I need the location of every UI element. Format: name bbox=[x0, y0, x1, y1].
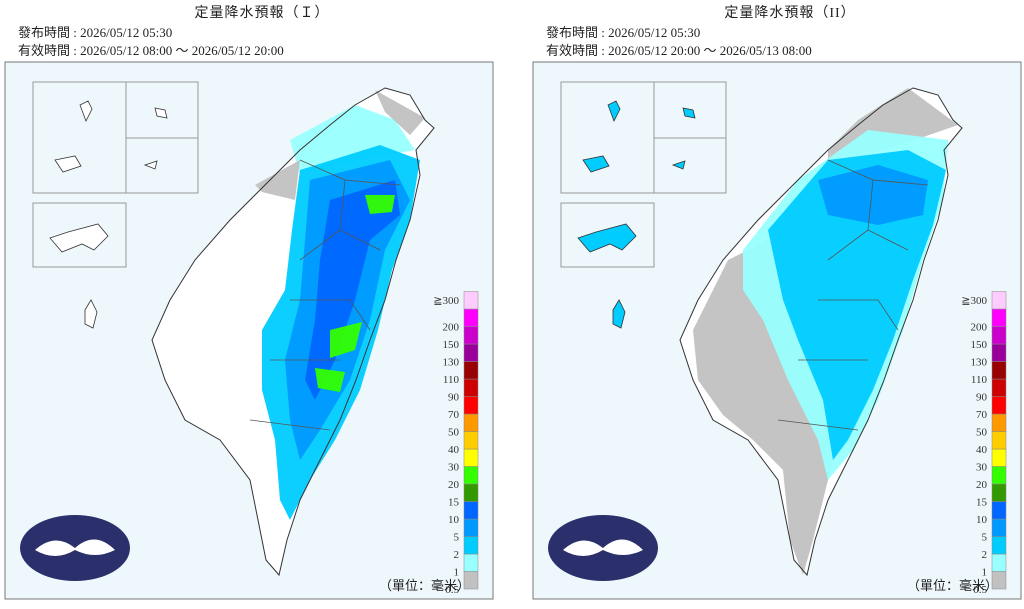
legend-label: 5 bbox=[454, 532, 460, 544]
outlying-islands bbox=[577, 100, 696, 329]
panel-title: 定量降水預報（Ｉ） bbox=[195, 5, 330, 21]
issue-time: 發布時間 : 2026/05/12 05:30 bbox=[546, 25, 700, 40]
legend-label: 10 bbox=[976, 514, 988, 526]
legend-label: 1 bbox=[454, 567, 460, 579]
logo-cloud bbox=[563, 539, 643, 556]
legend-swatch bbox=[991, 378, 1007, 397]
legend-swatch bbox=[463, 361, 479, 380]
outlying-islands bbox=[49, 100, 168, 329]
legend-swatch bbox=[991, 431, 1007, 450]
inset-dividers bbox=[653, 82, 726, 193]
legend-label: 200 bbox=[443, 322, 460, 334]
legend-swatch bbox=[991, 343, 1007, 362]
legend-label: 20 bbox=[976, 479, 988, 491]
rain-area bbox=[768, 150, 946, 460]
legend-label: 5 bbox=[982, 532, 988, 544]
rain-area bbox=[818, 165, 928, 225]
legend-swatch bbox=[991, 466, 1007, 485]
legend-swatch bbox=[463, 326, 479, 345]
legend-swatch bbox=[991, 291, 1007, 310]
legend-label: 70 bbox=[976, 409, 988, 421]
county-lines bbox=[777, 159, 929, 431]
legend-label: 0.5 bbox=[445, 584, 459, 596]
inset-dividers bbox=[125, 82, 198, 193]
legend-swatch bbox=[991, 501, 1007, 520]
rain-area bbox=[365, 195, 395, 214]
legend-label: 150 bbox=[443, 339, 460, 351]
legend-label: 110 bbox=[443, 374, 460, 386]
legend-label: 130 bbox=[443, 357, 460, 369]
legend-label: 2 bbox=[454, 549, 460, 561]
rain-area bbox=[315, 368, 345, 392]
issue-time: 發布時間 : 2026/05/12 05:30 bbox=[18, 25, 172, 40]
legend-swatch bbox=[463, 431, 479, 450]
panel: 定量降水預報（Ｉ） 發布時間 : 2026/05/12 05:30 有效時間 : 2… bbox=[4, 5, 494, 600]
legend-label: 70 bbox=[448, 409, 460, 421]
legend-swatch bbox=[991, 308, 1007, 327]
rain-area bbox=[255, 160, 300, 200]
legend-swatch bbox=[463, 501, 479, 520]
legend-label: 200 bbox=[971, 322, 988, 334]
legend-label: 50 bbox=[976, 427, 988, 439]
unit-label: （單位：毫米） bbox=[907, 578, 998, 593]
legend-swatch bbox=[463, 466, 479, 485]
island-outline bbox=[151, 87, 435, 577]
valid-time: 有效時間 : 2026/05/12 20:00 ～ 2026/05/13 08:… bbox=[546, 43, 812, 58]
legend-label: ≧300 bbox=[961, 295, 987, 307]
legend-label: 15 bbox=[448, 497, 460, 509]
rain-area bbox=[290, 105, 415, 175]
legend-swatch bbox=[991, 448, 1007, 467]
rain-area bbox=[330, 322, 362, 358]
legend-swatch bbox=[463, 308, 479, 327]
legend-label: ≧300 bbox=[433, 295, 459, 307]
panel-title: 定量降水預報（II） bbox=[724, 5, 855, 21]
legend-swatch bbox=[463, 448, 479, 467]
rain-area bbox=[305, 180, 400, 400]
legend-swatch bbox=[463, 518, 479, 537]
legend-label: 90 bbox=[448, 392, 460, 404]
legend-swatch bbox=[991, 483, 1007, 502]
legend-swatch bbox=[463, 413, 479, 432]
legend-swatch bbox=[463, 378, 479, 397]
legend-swatch bbox=[991, 536, 1007, 555]
legend-label: 10 bbox=[448, 514, 460, 526]
legend-label: 2 bbox=[982, 549, 988, 561]
county-lines bbox=[249, 159, 401, 431]
inset-box bbox=[560, 202, 655, 268]
unit-label: （單位：毫米） bbox=[379, 578, 470, 593]
legend-label: 50 bbox=[448, 427, 460, 439]
legend-label: 0.5 bbox=[973, 584, 987, 596]
valid-time: 有效時間 : 2026/05/12 08:00 ～ 2026/05/12 20:… bbox=[18, 43, 284, 58]
legend-swatch bbox=[463, 536, 479, 555]
legend-label: 40 bbox=[448, 444, 460, 456]
legend-swatch bbox=[463, 343, 479, 362]
legend-label: 20 bbox=[448, 479, 460, 491]
legend-swatch bbox=[463, 483, 479, 502]
legend-swatch bbox=[991, 361, 1007, 380]
legend-label: 15 bbox=[976, 497, 988, 509]
legend-label: 30 bbox=[448, 462, 460, 474]
legend-swatch bbox=[463, 291, 479, 310]
legend-swatch bbox=[991, 413, 1007, 432]
legend-label: 1 bbox=[982, 567, 988, 579]
legend-swatch bbox=[991, 553, 1007, 572]
legend-label: 30 bbox=[976, 462, 988, 474]
legend-label: 150 bbox=[971, 339, 988, 351]
legend-label: 90 bbox=[976, 392, 988, 404]
island-outline bbox=[679, 87, 963, 577]
legend-swatch bbox=[991, 326, 1007, 345]
legend-label: 110 bbox=[971, 374, 988, 386]
legend-swatch bbox=[991, 396, 1007, 415]
legend-label: 40 bbox=[976, 444, 988, 456]
logo-cloud bbox=[35, 539, 115, 556]
rain-area bbox=[375, 90, 425, 135]
legend-label: 130 bbox=[971, 357, 988, 369]
legend-swatch bbox=[463, 553, 479, 572]
legend-swatch bbox=[463, 396, 479, 415]
legend-swatch bbox=[991, 518, 1007, 537]
panel: 定量降水預報（II） 發布時間 : 2026/05/12 05:30 有效時間 : … bbox=[532, 5, 1022, 600]
inset-box bbox=[32, 202, 127, 268]
